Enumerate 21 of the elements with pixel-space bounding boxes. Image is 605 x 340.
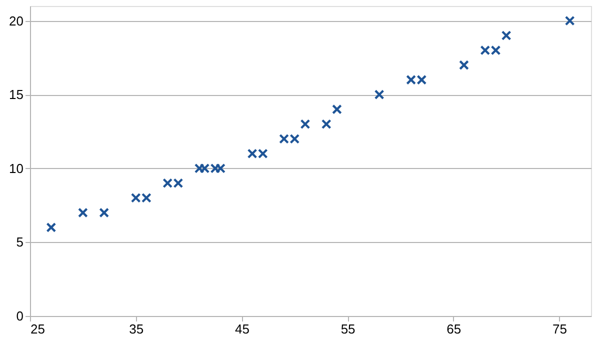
x-tick-label: 65 [446,322,462,336]
point [374,90,384,100]
point [459,60,469,70]
point [564,16,575,26]
point [332,104,342,114]
x-tick-label: 75 [552,322,567,336]
point [46,222,56,232]
point [300,119,310,130]
x-tick-label: 35 [129,322,144,336]
y-tick-label: 0 [16,308,24,324]
point [78,208,88,218]
y-tick-label: 15 [9,87,24,102]
point [99,208,110,218]
point [321,119,332,130]
x-tick-label: 55 [340,322,356,336]
x-tick-label: 45 [234,322,250,336]
x-tick-label: 25 [30,322,45,336]
y-tick-label: 20 [9,13,24,28]
point [501,30,512,40]
y-tick-label: 10 [9,160,24,176]
y-tick-label: 5 [16,234,24,250]
